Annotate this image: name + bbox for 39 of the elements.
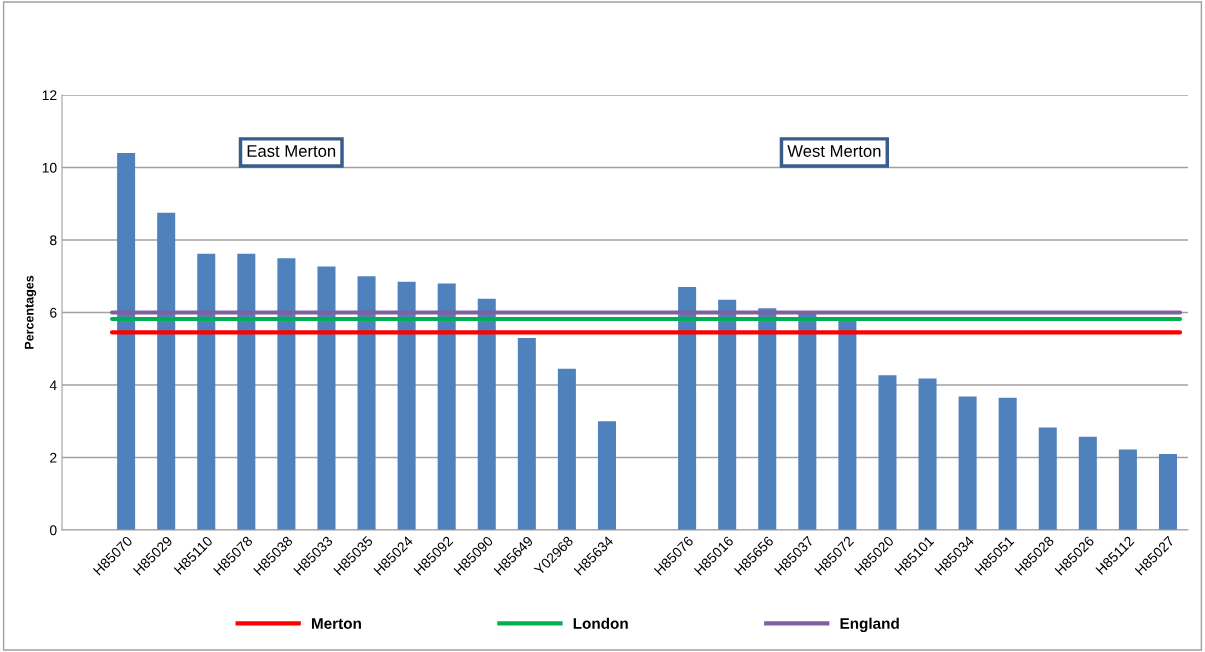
bar: [477, 298, 496, 530]
y-tick-label: 4: [49, 380, 57, 391]
y-tick-label: 6: [50, 307, 57, 318]
bar: [357, 276, 376, 530]
bar: [1118, 449, 1137, 530]
bar: [838, 319, 857, 530]
bar: [758, 308, 777, 530]
y-tick-label: 8: [50, 235, 57, 246]
legend-label: Merton: [311, 618, 361, 629]
bar: [1158, 453, 1177, 530]
bar: [117, 153, 136, 530]
annotation: East Merton: [247, 145, 336, 157]
bar: [397, 281, 416, 530]
bar: [1078, 436, 1097, 530]
bar: [998, 397, 1017, 530]
annotation: West Merton: [787, 145, 881, 157]
bar: [517, 337, 536, 530]
y-tick-label: 2: [50, 452, 57, 463]
bar: [437, 283, 456, 530]
y-axis-title: Percentages: [24, 275, 37, 349]
y-tick-label: 12: [42, 90, 57, 101]
bar: [197, 253, 216, 530]
bar: [557, 368, 576, 530]
bar: [157, 212, 176, 530]
bar: [918, 378, 937, 530]
bar: [317, 266, 336, 530]
bar: [798, 313, 817, 530]
bar: [597, 421, 616, 530]
y-tick-label: 10: [42, 162, 57, 173]
bar: [277, 258, 296, 530]
bar: [878, 375, 897, 530]
y-tick-label: 0: [49, 525, 57, 536]
bar: [678, 287, 697, 530]
bar: [958, 396, 977, 530]
bar: [1038, 427, 1057, 530]
bar: [237, 253, 256, 530]
bar: [718, 299, 737, 530]
legend-label: England: [840, 617, 899, 633]
legend-label: London: [573, 617, 628, 629]
